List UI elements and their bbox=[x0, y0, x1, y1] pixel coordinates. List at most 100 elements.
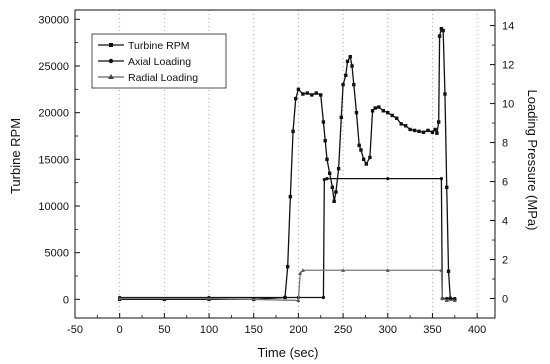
x-tick-label: 50 bbox=[158, 324, 170, 336]
data-point-radial bbox=[296, 298, 301, 303]
data-point-radial bbox=[207, 296, 212, 301]
x-tick-label: 200 bbox=[289, 324, 307, 336]
legend-marker-axial bbox=[108, 58, 114, 64]
data-point-rpm bbox=[417, 129, 421, 134]
y-axis-title-left: Turbine RPM bbox=[8, 118, 23, 194]
data-point-rpm bbox=[330, 185, 335, 190]
axes: -50 0 50 100 150 200 250 300 350 4000500010000150… bbox=[38, 9, 514, 336]
data-point-rpm bbox=[359, 148, 363, 152]
data-point-radial bbox=[298, 271, 303, 275]
data-point-rpm bbox=[348, 54, 352, 59]
data-point-radial bbox=[117, 296, 122, 301]
data-point-rpm bbox=[370, 109, 375, 113]
y-tick-label-left: 5000 bbox=[45, 248, 69, 260]
x-tick-label: 400 bbox=[468, 324, 486, 336]
y-tick-label-right: 4 bbox=[502, 216, 508, 228]
y-tick-label-left: 30000 bbox=[38, 14, 69, 26]
data-point-radial bbox=[385, 268, 390, 272]
data-point-rpm bbox=[310, 93, 314, 97]
x-tick-label: 0 bbox=[117, 324, 123, 336]
data-point-rpm bbox=[288, 194, 293, 199]
data-point-rpm bbox=[321, 120, 326, 124]
y-tick-label-left: 25000 bbox=[38, 61, 69, 73]
data-point-radial bbox=[439, 268, 444, 272]
plot-frame bbox=[74, 9, 496, 319]
data-point-radial bbox=[444, 298, 449, 303]
y-tick-label-right: 14 bbox=[502, 21, 514, 33]
y-tick-label-left: 15000 bbox=[38, 154, 69, 166]
data-point-rpm bbox=[443, 92, 447, 96]
data-point-rpm bbox=[325, 157, 329, 162]
data-point-axial bbox=[386, 177, 390, 181]
data-point-rpm bbox=[305, 91, 310, 95]
data-point-rpm bbox=[352, 82, 356, 87]
data-point-axial bbox=[322, 177, 326, 182]
data-point-rpm bbox=[344, 73, 348, 78]
legend-label-rpm: Turbine RPM bbox=[128, 40, 189, 52]
legend: Turbine RPM Axial Loading Radial Loading bbox=[91, 33, 227, 89]
data-point-rpm bbox=[357, 143, 361, 148]
x-axis-title: Time (sec) bbox=[258, 345, 319, 360]
data-point-rpm bbox=[345, 59, 350, 64]
y-tick-label-right: 6 bbox=[502, 177, 508, 189]
legend-marker-rpm bbox=[109, 43, 113, 47]
data-point-rpm bbox=[441, 28, 445, 33]
data-point-rpm bbox=[430, 130, 435, 134]
data-point-rpm bbox=[412, 128, 417, 133]
data-point-rpm bbox=[364, 162, 369, 166]
vertical-gridlines bbox=[119, 10, 478, 318]
y-axis-title-right: Loading Pressure (MPa) bbox=[525, 90, 540, 231]
data-point-rpm bbox=[323, 138, 327, 143]
x-tick-label: 250 bbox=[334, 324, 352, 336]
data-point-rpm bbox=[294, 96, 298, 101]
data-point-radial bbox=[440, 296, 445, 301]
data-point-rpm bbox=[437, 34, 442, 38]
data-point-rpm bbox=[334, 190, 338, 194]
data-point-rpm bbox=[403, 124, 408, 128]
y-tick-label-right: 12 bbox=[502, 60, 514, 72]
data-point-rpm bbox=[291, 129, 295, 134]
y-tick-label-left: 20000 bbox=[38, 108, 69, 120]
data-point-rpm bbox=[332, 199, 336, 204]
data-point-rpm bbox=[285, 264, 290, 269]
y-tick-label-left: 0 bbox=[63, 294, 69, 306]
y-tick-label-right: 10 bbox=[502, 99, 514, 111]
series-line-axial-loading bbox=[119, 177, 455, 300]
data-point-rpm bbox=[426, 128, 430, 133]
legend-label-axial: Axial Loading bbox=[128, 56, 191, 68]
x-tick-label: -50 bbox=[67, 324, 83, 336]
x-tick-label: 300 bbox=[379, 324, 397, 336]
data-point-rpm bbox=[445, 185, 449, 190]
y-tick-label-left: 10000 bbox=[38, 201, 69, 213]
data-point-axial bbox=[439, 177, 443, 181]
data-point-radial bbox=[341, 268, 346, 272]
x-tick-label: 150 bbox=[245, 324, 263, 336]
x-tick-label: 350 bbox=[423, 324, 441, 336]
x-tick-label: 100 bbox=[200, 324, 218, 336]
series-layer bbox=[117, 26, 457, 303]
data-point-radial bbox=[452, 298, 457, 303]
data-point-rpm bbox=[435, 131, 439, 135]
data-point-rpm bbox=[319, 93, 323, 97]
data-point-axial bbox=[321, 295, 326, 300]
data-point-rpm bbox=[439, 26, 444, 31]
data-point-rpm bbox=[421, 130, 426, 134]
data-point-rpm bbox=[386, 110, 390, 115]
data-point-rpm bbox=[408, 127, 412, 132]
data-point-rpm bbox=[437, 120, 441, 124]
data-point-rpm bbox=[301, 92, 305, 96]
data-point-axial bbox=[325, 177, 329, 181]
data-point-rpm bbox=[314, 91, 318, 95]
y-tick-label-right: 0 bbox=[502, 294, 508, 306]
legend-marker-radial bbox=[108, 74, 114, 79]
y-tick-label-right: 2 bbox=[502, 255, 508, 267]
data-point-rpm bbox=[341, 82, 345, 87]
data-point-rpm bbox=[373, 106, 377, 110]
data-point-rpm bbox=[361, 157, 366, 162]
data-point-radial bbox=[300, 268, 305, 272]
data-point-rpm bbox=[377, 105, 381, 109]
data-point-rpm bbox=[339, 115, 343, 120]
data-point-rpm bbox=[446, 269, 451, 274]
legend-label-radial: Radial Loading bbox=[128, 72, 198, 84]
